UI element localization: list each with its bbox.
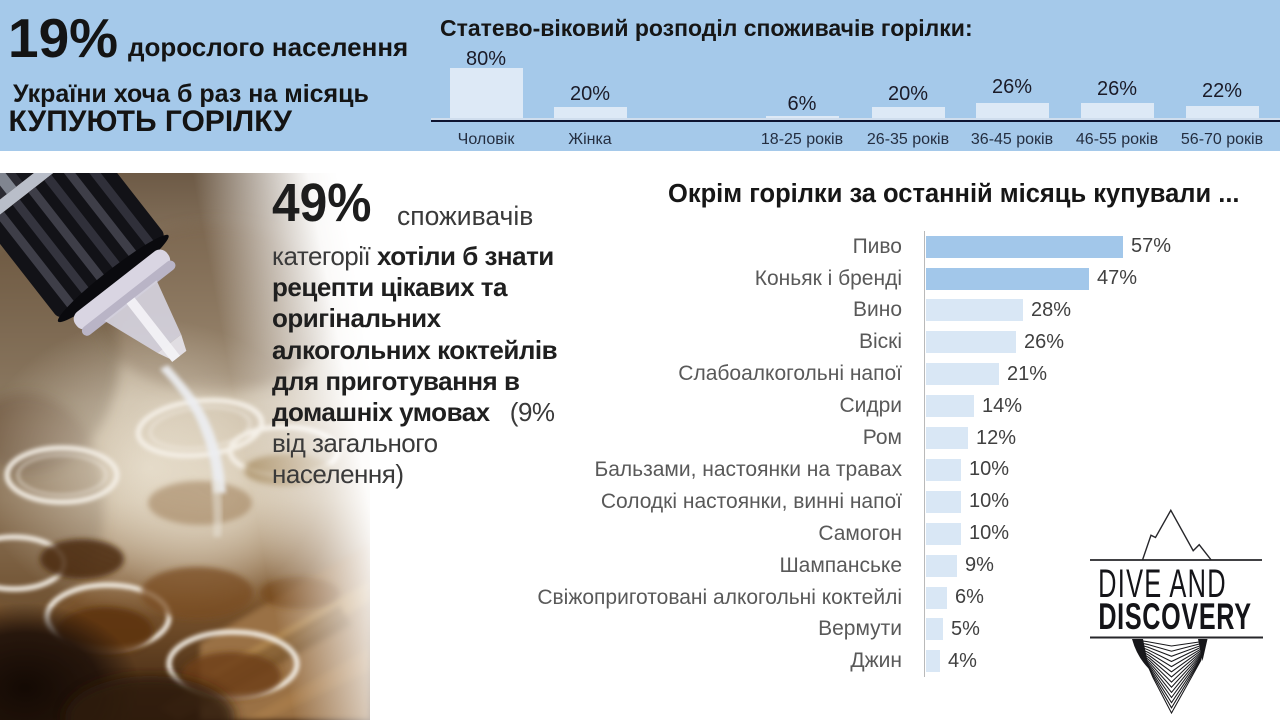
svg-text:DISCOVERY: DISCOVERY [1098,595,1251,637]
svg-text:DIVE AND: DIVE AND [1098,563,1227,607]
